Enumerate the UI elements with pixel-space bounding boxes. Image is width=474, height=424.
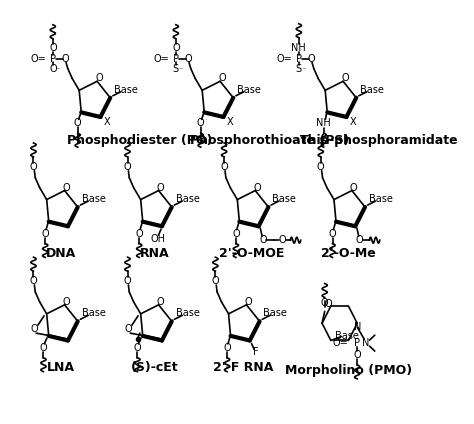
- Text: N: N: [362, 338, 370, 348]
- Text: O: O: [253, 183, 261, 192]
- Text: 2'-O-MOE: 2'-O-MOE: [219, 247, 284, 260]
- Text: X: X: [104, 117, 111, 127]
- Text: O: O: [211, 276, 219, 286]
- Text: Base: Base: [237, 85, 261, 95]
- Text: P: P: [173, 53, 179, 64]
- Text: Base: Base: [176, 308, 200, 318]
- Text: Base: Base: [272, 194, 296, 204]
- Text: P: P: [50, 53, 56, 64]
- Text: X: X: [350, 117, 357, 127]
- Text: O: O: [30, 324, 38, 334]
- Text: DNA: DNA: [46, 247, 76, 260]
- Text: Base: Base: [82, 194, 106, 204]
- Text: S: S: [173, 64, 179, 75]
- Text: O: O: [30, 162, 37, 172]
- Text: O: O: [136, 229, 143, 239]
- Text: O: O: [124, 276, 131, 286]
- Text: O: O: [220, 162, 228, 172]
- Text: F: F: [253, 347, 259, 357]
- Text: Phosphodiester (PO): Phosphodiester (PO): [67, 134, 213, 147]
- Text: Thio-phosphoramidate: Thio-phosphoramidate: [300, 134, 459, 147]
- Text: O: O: [134, 343, 141, 353]
- Text: O: O: [259, 235, 267, 245]
- Text: ⁻: ⁻: [302, 65, 306, 74]
- Text: O: O: [245, 297, 252, 307]
- Text: O=: O=: [277, 53, 292, 64]
- Text: 2'-F RNA: 2'-F RNA: [213, 362, 273, 374]
- Text: O: O: [279, 235, 286, 245]
- Text: O: O: [232, 229, 240, 239]
- Text: O: O: [49, 64, 56, 75]
- Text: 2'-O-Me: 2'-O-Me: [321, 247, 376, 260]
- Text: O: O: [307, 53, 315, 64]
- Text: O: O: [63, 297, 70, 307]
- Text: O=: O=: [154, 53, 170, 64]
- Text: Base: Base: [264, 308, 287, 318]
- Text: O: O: [197, 118, 205, 128]
- Text: Base: Base: [114, 85, 138, 95]
- Text: S: S: [296, 64, 302, 75]
- Text: O: O: [41, 229, 49, 239]
- Text: P: P: [296, 53, 302, 64]
- Text: Morpholino (PMO): Morpholino (PMO): [285, 365, 412, 377]
- Text: ⁻: ⁻: [179, 65, 183, 74]
- Text: O: O: [350, 183, 357, 192]
- Text: O: O: [223, 343, 231, 353]
- Text: ⁻: ⁻: [56, 65, 60, 74]
- Text: O: O: [74, 118, 82, 128]
- Text: O: O: [124, 162, 131, 172]
- Text: Base: Base: [360, 85, 384, 95]
- Text: X: X: [227, 117, 234, 127]
- Text: Base: Base: [176, 194, 200, 204]
- Text: O: O: [61, 53, 69, 64]
- Text: O: O: [341, 73, 349, 83]
- Text: O: O: [49, 42, 56, 53]
- Text: O: O: [354, 350, 361, 360]
- Text: O: O: [156, 297, 164, 307]
- Text: RNA: RNA: [140, 247, 170, 260]
- Text: Base: Base: [82, 308, 106, 318]
- Text: O: O: [95, 73, 103, 83]
- Text: O: O: [184, 53, 192, 64]
- Text: OH: OH: [150, 234, 165, 244]
- Text: O: O: [30, 276, 37, 286]
- Text: P: P: [354, 338, 360, 348]
- Text: O: O: [317, 162, 325, 172]
- Text: O: O: [328, 229, 337, 239]
- Text: LNA: LNA: [47, 362, 75, 374]
- Text: O: O: [321, 298, 328, 308]
- Text: O: O: [156, 183, 164, 192]
- Text: O: O: [125, 324, 132, 334]
- Text: O: O: [63, 183, 70, 192]
- Text: O: O: [356, 235, 364, 245]
- Text: NH: NH: [292, 42, 306, 53]
- Text: O: O: [40, 343, 47, 353]
- Text: Base: Base: [369, 194, 393, 204]
- Text: O: O: [218, 73, 226, 83]
- Text: O=: O=: [31, 53, 46, 64]
- Text: N: N: [354, 322, 361, 332]
- Text: O: O: [324, 299, 332, 309]
- Text: (S)-cEt: (S)-cEt: [131, 362, 179, 374]
- Text: Phosphorothioate (PS): Phosphorothioate (PS): [190, 134, 349, 147]
- Text: NH: NH: [316, 118, 331, 128]
- Text: O=: O=: [333, 338, 348, 348]
- Text: O: O: [172, 42, 180, 53]
- Text: Base: Base: [335, 330, 359, 340]
